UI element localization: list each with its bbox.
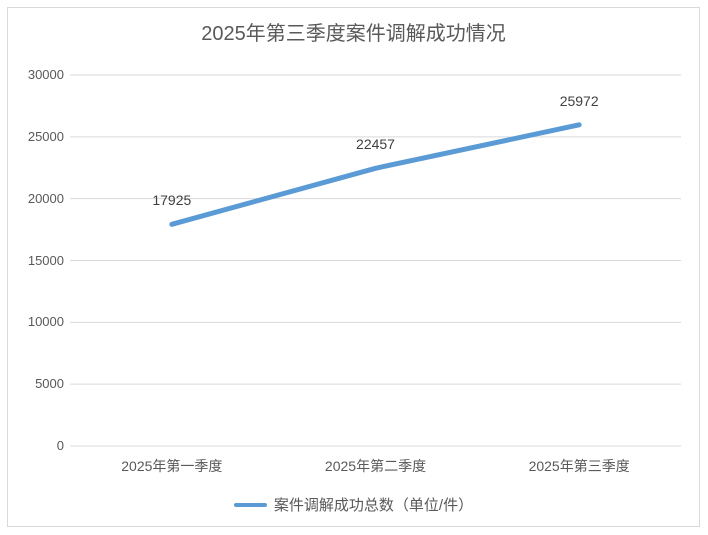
y-tick-label: 30000: [27, 67, 64, 82]
legend-series-label: 案件调解成功总数（单位/件）: [273, 496, 474, 514]
chart-frame: 2025年第三季度案件调解成功情况 0 5000 10000 15000 20000 25…: [7, 7, 700, 527]
chart-title[interactable]: 2025年第三季度案件调解成功情况: [201, 23, 506, 45]
x-tick-label: 2025年第一季度: [121, 458, 223, 474]
y-tick-label: 25000: [27, 128, 64, 144]
y-tick-label: 15000: [27, 252, 64, 268]
data-label: 17925: [152, 192, 192, 209]
y-tick-label: 5000: [35, 376, 64, 392]
x-tick-label: 2025年第二季度: [324, 458, 427, 474]
series-line[interactable]: [169, 122, 582, 227]
y-tick-label: 10000: [27, 314, 64, 330]
data-label: 25972: [559, 92, 599, 109]
x-tick-label: 2025年第三季度: [528, 458, 630, 474]
plot-svg: [70, 74, 681, 447]
y-tick-label: 20000: [27, 190, 64, 206]
legend[interactable]: 案件调解成功总数（单位/件）: [8, 495, 699, 515]
y-tick-label: 0: [56, 438, 64, 453]
data-label: 22457: [356, 136, 395, 153]
legend-line-swatch-icon: [233, 503, 267, 507]
